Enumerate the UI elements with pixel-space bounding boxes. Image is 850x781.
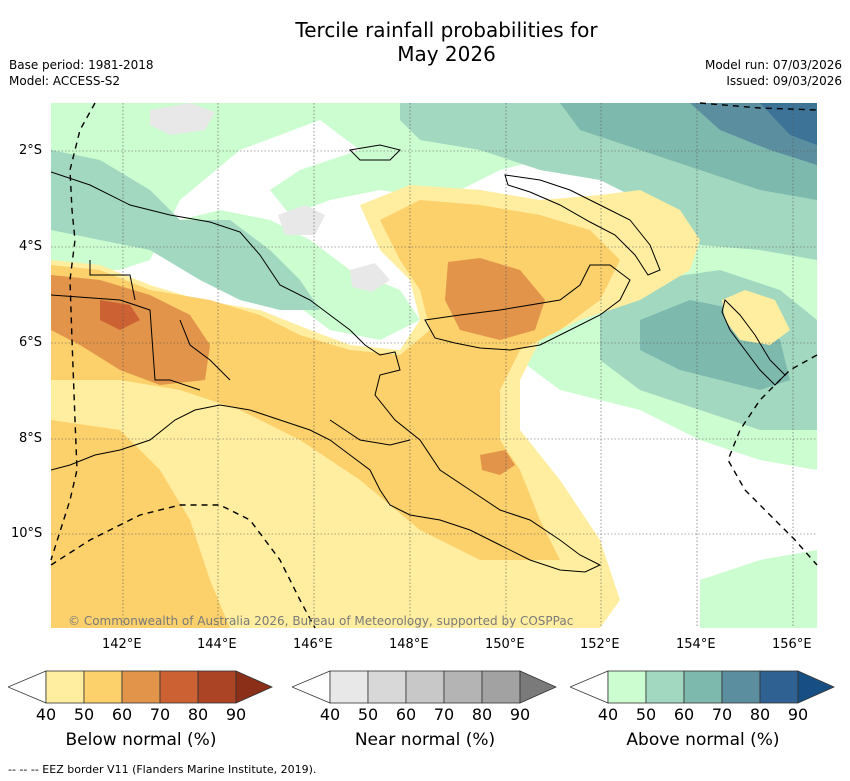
cbar-near-under [292, 670, 331, 704]
above-60-west [51, 150, 320, 310]
cbar-above-seg [759, 670, 799, 704]
lon-label: 154°E [676, 637, 716, 652]
cbar-above-seg [721, 670, 761, 704]
below-60-south [51, 420, 230, 628]
cbar-tick: 80 [471, 705, 493, 724]
graticule [51, 103, 817, 628]
lon-label: 142°E [102, 637, 142, 652]
colorbar-near-label: Near normal (%) [354, 730, 496, 750]
above-90-north [760, 103, 817, 145]
cbar-tick: 40 [35, 705, 57, 724]
cbar-above-over [797, 670, 835, 704]
bougainville-coast [721, 299, 786, 386]
lon-label: 150°E [485, 637, 525, 652]
issued-date: Issued: 09/03/2026 [726, 74, 842, 88]
cbar-tick: 40 [597, 705, 619, 724]
colorbar-below [8, 670, 273, 704]
new-guinea-coast [51, 171, 602, 573]
new-ireland-coast [504, 174, 661, 276]
cbar-tick: 40 [319, 705, 341, 724]
cbar-near-seg [405, 670, 445, 704]
lat-label: 8°S [19, 431, 43, 446]
cbar-near-seg [367, 670, 407, 704]
lon-label: 146°E [293, 637, 333, 652]
map-title: Tercile rainfall probabilities for May 2… [0, 18, 850, 66]
cbar-below-seg [83, 670, 123, 704]
province-line-2 [179, 319, 231, 381]
cbar-tick: 60 [395, 705, 417, 724]
lat-label: 2°S [19, 143, 43, 158]
cbar-below-seg [121, 670, 161, 704]
cbar-tick: 80 [749, 705, 771, 724]
cbar-below-under [8, 670, 47, 704]
lon-label: 152°E [580, 637, 620, 652]
cbar-near-seg [443, 670, 483, 704]
cbar-tick: 60 [673, 705, 695, 724]
near-50-patch-2 [278, 205, 325, 235]
cbar-tick: 70 [711, 705, 733, 724]
cbar-near-over [519, 670, 557, 704]
cbar-tick: 50 [357, 705, 379, 724]
cbar-tick: 60 [111, 705, 133, 724]
colorbar-above [570, 670, 835, 704]
lon-label: 156°E [772, 637, 812, 652]
cbar-above-seg [645, 670, 685, 704]
meta-right: Model run: 07/03/2026 Issued: 09/03/2026 [705, 57, 842, 89]
province-line-1 [89, 260, 136, 301]
above-50-southeast [700, 550, 817, 628]
below-70-west [51, 275, 210, 385]
cbar-below-seg [159, 670, 199, 704]
border-line [51, 294, 201, 391]
model-run: Model run: 07/03/2026 [704, 58, 842, 72]
new-britain-coast [424, 264, 631, 351]
probability-fields [51, 103, 817, 628]
title-line-1: Tercile rainfall probabilities for [295, 18, 598, 42]
cbar-near-seg [329, 670, 369, 704]
cbar-tick: 50 [73, 705, 95, 724]
base-period: Base period: 1981-2018 [9, 58, 154, 72]
model-name: Model: ACCESS-S2 [9, 74, 121, 88]
below-70-patch [480, 450, 515, 475]
colorbar-above-label: Above normal (%) [626, 730, 780, 750]
colorbar-below-label: Below normal (%) [65, 730, 217, 750]
lon-label: 144°E [197, 637, 237, 652]
below-50-east-island [722, 290, 790, 345]
meta-left: Base period: 1981-2018 Model: ACCESS-S2 [9, 57, 154, 89]
eez-footnote: -- -- -- EEZ border V11 (Flanders Marine… [8, 763, 317, 776]
cbar-below-over [235, 670, 273, 704]
cbar-tick: 80 [187, 705, 209, 724]
copyright-notice: © Commonwealth of Australia 2026, Bureau… [68, 614, 574, 628]
cbar-tick: 70 [433, 705, 455, 724]
province-line-3 [329, 419, 411, 446]
near-50-patch-3 [350, 263, 390, 292]
near-50-patch-1 [150, 103, 215, 135]
cbar-near-seg [481, 670, 521, 704]
cbar-tick: 70 [149, 705, 171, 724]
title-line-2: May 2026 [397, 42, 496, 66]
below-80-west [100, 300, 140, 330]
cbar-above-under [570, 670, 609, 704]
lat-label: 4°S [19, 239, 43, 254]
cbar-below-seg [45, 670, 85, 704]
cbar-above-seg [683, 670, 723, 704]
below-70-central [445, 258, 545, 340]
cbar-tick: 90 [509, 705, 531, 724]
lon-label: 148°E [389, 637, 429, 652]
cbar-below-seg [197, 670, 237, 704]
lat-label: 6°S [19, 335, 43, 350]
coastlines [51, 144, 786, 573]
cbar-tick: 90 [787, 705, 809, 724]
lat-label: 10°S [11, 526, 43, 541]
manus-coast [348, 144, 401, 161]
cbar-tick: 50 [635, 705, 657, 724]
cbar-tick: 90 [225, 705, 247, 724]
cbar-above-seg [607, 670, 647, 704]
eez-borders [50, 102, 818, 629]
colorbar-near [292, 670, 557, 704]
